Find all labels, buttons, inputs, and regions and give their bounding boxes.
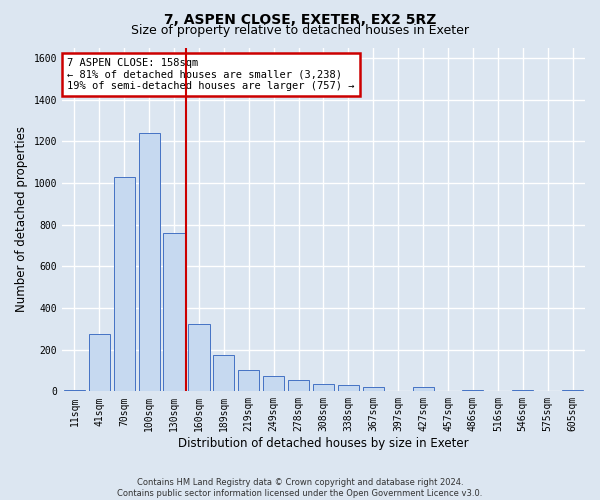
Bar (139, 133, 160, 392)
Text: Contains HM Land Registry data © Crown copyright and database right 2024.
Contai: Contains HM Land Registry data © Crown c… (118, 478, 482, 498)
Bar (463, 390, 484, 392)
Bar (163, 233, 185, 392)
Bar (188, 324, 209, 392)
Bar (413, 387, 434, 392)
Bar (89, 334, 110, 392)
Text: Size of property relative to detached houses in Exeter: Size of property relative to detached ho… (131, 24, 469, 37)
Y-axis label: Number of detached properties: Number of detached properties (15, 126, 28, 312)
Bar (263, 376, 284, 392)
Bar (362, 387, 384, 392)
Bar (213, 355, 235, 392)
Bar (313, 384, 334, 392)
Bar (64, 390, 85, 392)
Bar (113, 176, 135, 392)
Bar (238, 370, 259, 392)
Bar (562, 390, 583, 392)
Text: 7 ASPEN CLOSE: 158sqm
← 81% of detached houses are smaller (3,238)
19% of semi-d: 7 ASPEN CLOSE: 158sqm ← 81% of detached … (67, 58, 355, 91)
Bar (512, 390, 533, 392)
Bar (338, 385, 359, 392)
X-axis label: Distribution of detached houses by size in Exeter: Distribution of detached houses by size … (178, 437, 469, 450)
Text: 7, ASPEN CLOSE, EXETER, EX2 5RZ: 7, ASPEN CLOSE, EXETER, EX2 5RZ (164, 12, 436, 26)
Bar (288, 380, 309, 392)
